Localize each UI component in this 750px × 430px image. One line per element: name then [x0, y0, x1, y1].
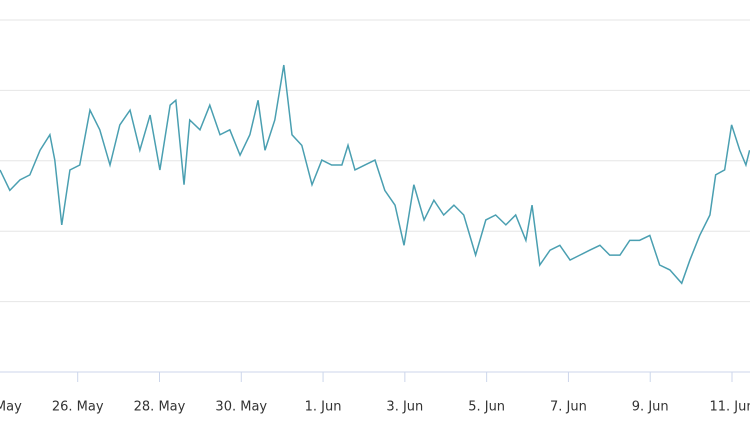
x-tick-label: 28. May [134, 400, 186, 415]
x-tick-label: 26. May [52, 400, 104, 415]
x-tick-label: 30. May [215, 400, 267, 415]
x-tick-label: 11. Jun [709, 400, 750, 415]
x-tick-label: 3. Jun [386, 400, 423, 415]
x-tick-label: 24. May [0, 400, 22, 415]
x-tick-label: 1. Jun [305, 400, 342, 415]
x-tick-label: 7. Jun [550, 400, 587, 415]
x-tick-label: 5. Jun [468, 400, 505, 415]
x-tick-label: 9. Jun [632, 400, 669, 415]
data-line [0, 64, 750, 285]
